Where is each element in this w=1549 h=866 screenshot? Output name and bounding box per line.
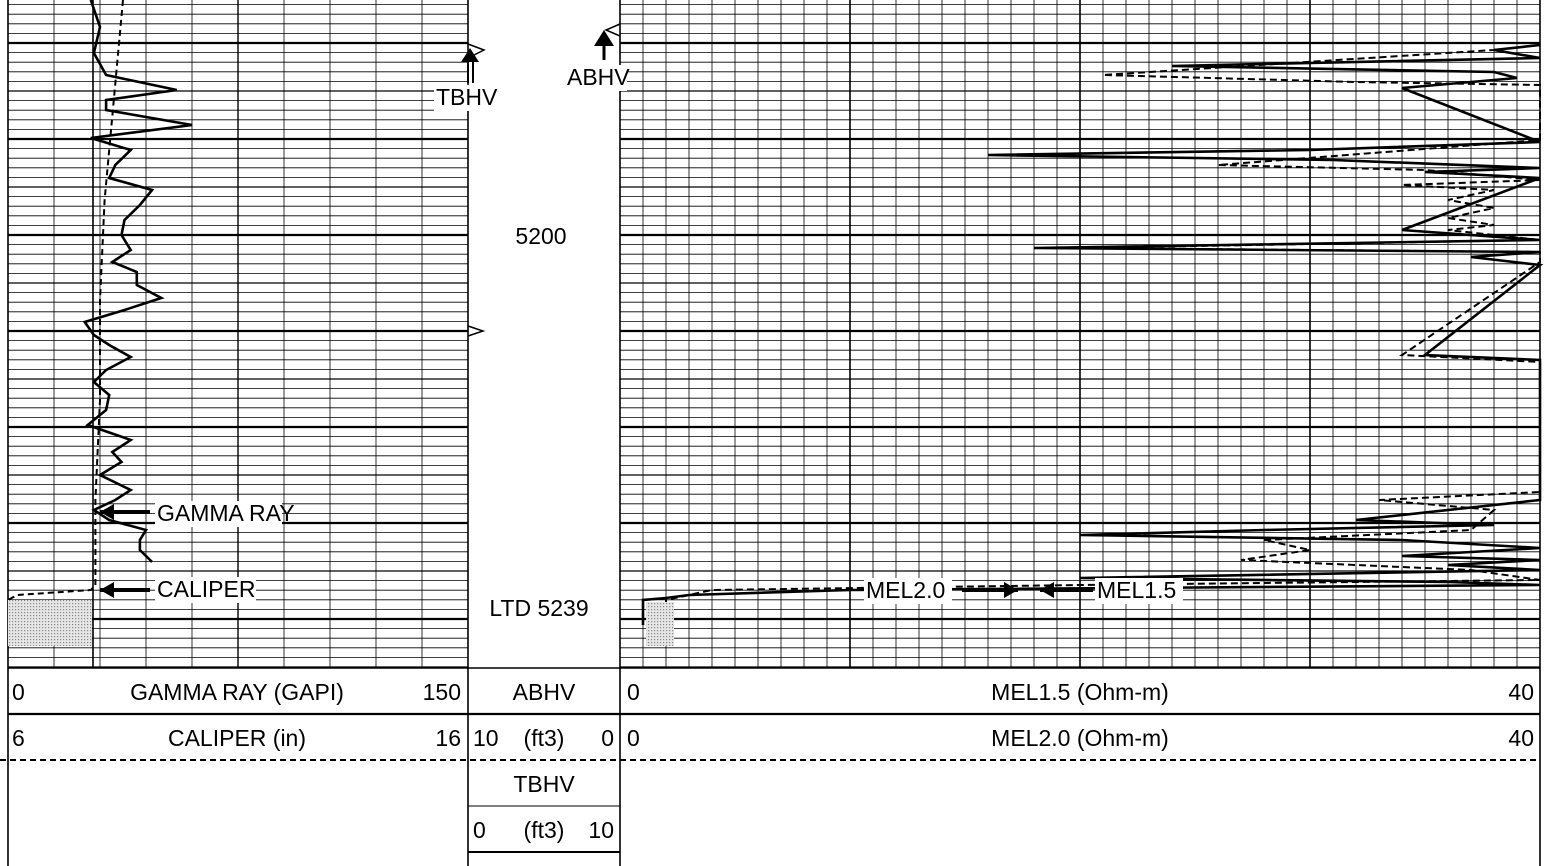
mel20-max: 40 — [1508, 725, 1534, 751]
gr-min: 0 — [12, 679, 25, 705]
abhv-tick — [604, 23, 621, 37]
ltd-label: LTD 5239 — [489, 595, 588, 621]
caliper-shading — [8, 600, 92, 646]
mel15-arrow-head — [1040, 582, 1054, 598]
tbhv-arrow-head — [461, 48, 479, 62]
annotation-layer: GAMMA RAY CALIPER MEL2.0 MEL1.5 TBHV ABHV — [100, 23, 1183, 604]
mel20-curve — [665, 44, 1541, 645]
tbhv-unit: (ft3) — [524, 817, 565, 843]
abhv-title: ABHV — [513, 679, 576, 705]
caliper-label-bg — [155, 577, 256, 603]
tbhv-min: 0 — [473, 817, 486, 843]
mel20-min: 0 — [627, 725, 640, 751]
tbhv-tick — [467, 43, 486, 59]
abhv-min: 10 — [473, 725, 499, 751]
abhv-label-bg — [565, 65, 627, 91]
gamma-ray-label-bg — [155, 501, 282, 527]
mel15-title: MEL1.5 (Ohm-m) — [991, 679, 1169, 705]
tbhv-title: TBHV — [513, 771, 575, 797]
mel15-label: MEL1.5 — [1097, 577, 1176, 603]
mel15-curve — [641, 43, 1544, 625]
mel20-arrow-head — [1004, 582, 1018, 598]
mel15-max: 40 — [1508, 679, 1534, 705]
cal-min: 6 — [12, 725, 25, 751]
header-frame — [0, 667, 1541, 866]
tbhv-label: TBHV — [436, 84, 498, 110]
depth-tick-mark — [467, 325, 486, 337]
grid-lines — [7, 0, 1541, 668]
mel15-label-bg — [1095, 578, 1183, 604]
abhv-unit: (ft3) — [524, 725, 565, 751]
cal-max: 16 — [435, 725, 461, 751]
caliper-label: CALIPER — [157, 576, 255, 602]
gamma-ray-label: GAMMA RAY — [157, 500, 295, 526]
gr-max: 150 — [423, 679, 461, 705]
caliper-arrow-head — [100, 582, 114, 598]
mel20-label-bg — [864, 578, 952, 604]
abhv-label: ABHV — [567, 64, 630, 90]
tbhv-label-bg — [434, 85, 496, 111]
gamma-ray-arrow-head — [100, 504, 114, 520]
mel-shading — [646, 602, 674, 646]
gamma-ray-curve — [82, 0, 193, 563]
cal-title: CALIPER (in) — [168, 725, 306, 751]
tbhv-max: 10 — [588, 817, 614, 843]
mel15-min: 0 — [627, 679, 640, 705]
mel20-label: MEL2.0 — [866, 577, 945, 603]
abhv-arrow-head — [594, 30, 614, 46]
mel20-title: MEL2.0 (Ohm-m) — [991, 725, 1169, 751]
depth-label-5200: 5200 — [515, 223, 566, 249]
abhv-max: 0 — [601, 725, 614, 751]
caliper-curve — [7, 0, 124, 601]
curve-layer — [7, 0, 1544, 646]
gr-title: GAMMA RAY (GAPI) — [130, 679, 344, 705]
